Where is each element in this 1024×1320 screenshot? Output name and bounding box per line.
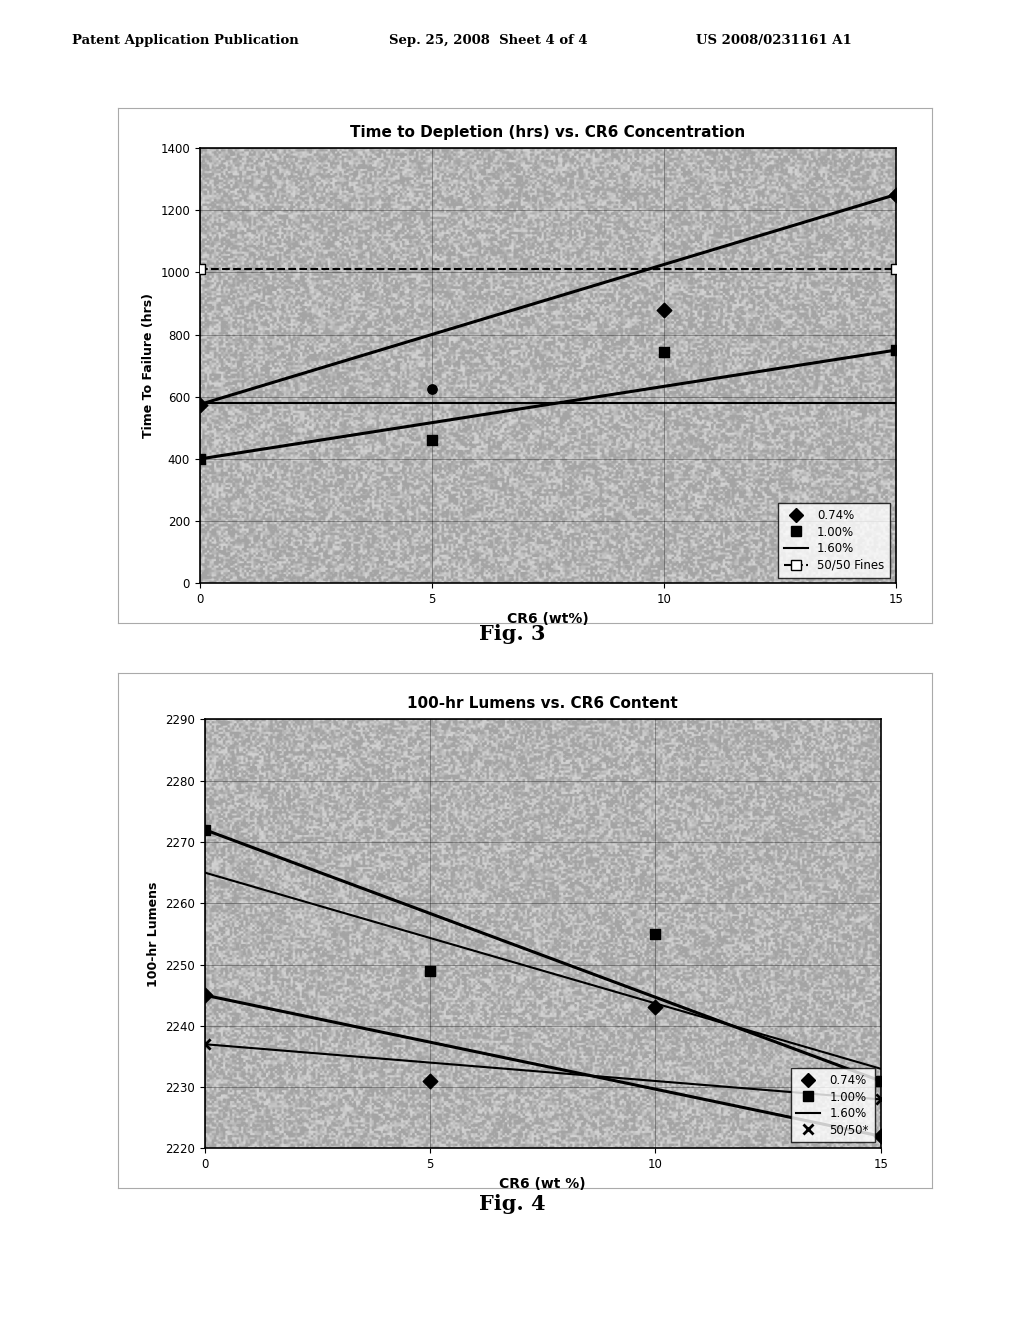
Point bbox=[655, 341, 672, 362]
Legend: 0.74%, 1.00%, 1.60%, 50/50 Fines: 0.74%, 1.00%, 1.60%, 50/50 Fines bbox=[778, 503, 890, 578]
Point bbox=[197, 820, 213, 841]
Y-axis label: Time To Failure (hrs): Time To Failure (hrs) bbox=[141, 293, 155, 438]
Point bbox=[197, 985, 213, 1006]
Title: Time to Depletion (hrs) vs. CR6 Concentration: Time to Depletion (hrs) vs. CR6 Concentr… bbox=[350, 124, 745, 140]
Point bbox=[191, 449, 208, 470]
Point bbox=[647, 997, 664, 1018]
Point bbox=[655, 300, 672, 321]
Point bbox=[888, 259, 904, 280]
Point bbox=[424, 379, 440, 400]
Title: 100-hr Lumens vs. CR6 Content: 100-hr Lumens vs. CR6 Content bbox=[408, 696, 678, 711]
Point bbox=[424, 430, 440, 451]
Point bbox=[872, 1089, 889, 1110]
Point bbox=[647, 923, 664, 944]
Point bbox=[191, 393, 208, 414]
X-axis label: CR6 (wt %): CR6 (wt %) bbox=[500, 1176, 586, 1191]
Text: Sep. 25, 2008  Sheet 4 of 4: Sep. 25, 2008 Sheet 4 of 4 bbox=[389, 34, 588, 48]
Point bbox=[197, 1034, 213, 1055]
Point bbox=[191, 259, 208, 280]
Point bbox=[422, 1071, 438, 1092]
Text: Patent Application Publication: Patent Application Publication bbox=[72, 34, 298, 48]
Point bbox=[888, 183, 904, 205]
X-axis label: CR6 (wt%): CR6 (wt%) bbox=[507, 611, 589, 626]
Legend: 0.74%, 1.00%, 1.60%, 50/50*: 0.74%, 1.00%, 1.60%, 50/50* bbox=[791, 1068, 874, 1143]
Text: Fig. 4: Fig. 4 bbox=[478, 1195, 546, 1214]
Point bbox=[422, 960, 438, 981]
Point bbox=[872, 1071, 889, 1092]
Point bbox=[872, 1126, 889, 1147]
Point bbox=[888, 339, 904, 360]
Text: Fig. 3: Fig. 3 bbox=[479, 624, 545, 644]
Text: US 2008/0231161 A1: US 2008/0231161 A1 bbox=[696, 34, 852, 48]
Y-axis label: 100-hr Lumens: 100-hr Lumens bbox=[146, 882, 160, 986]
